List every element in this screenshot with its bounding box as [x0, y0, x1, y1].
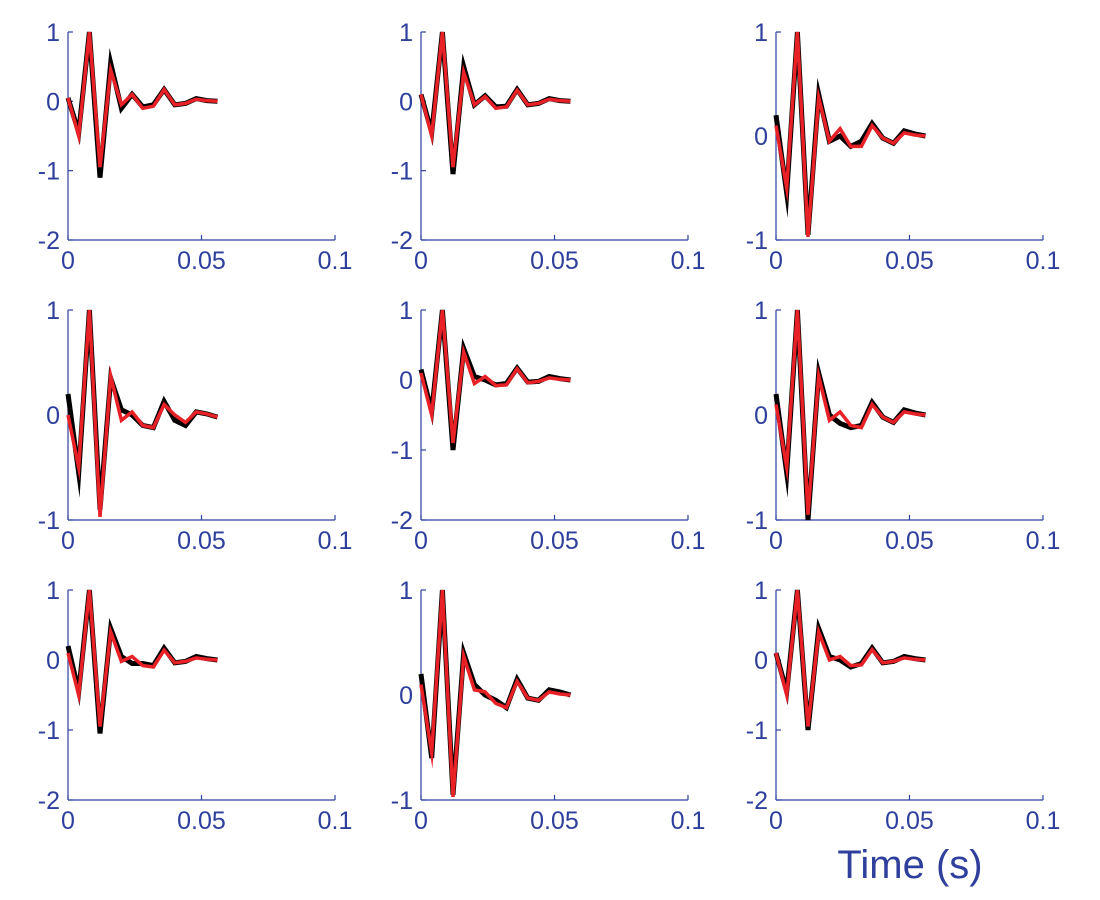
x-tick-label: 0 — [414, 247, 428, 275]
y-tick-label: -2 — [38, 787, 60, 815]
y-tick-label: 0 — [46, 647, 60, 675]
x-tick-label: 0.05 — [177, 527, 226, 555]
y-tick-label: 1 — [399, 19, 413, 47]
panel-row1-col2: 0 0.05 0.1 -2 -1 0 1 — [391, 19, 706, 275]
x-tick-label: 0.05 — [177, 807, 226, 835]
y-tick-label: 1 — [46, 577, 60, 605]
y-tick-label: 1 — [46, 19, 60, 47]
y-tick-label: -1 — [746, 227, 768, 255]
panel-row3-col3: 0 0.05 0.1 -2 -1 0 1 — [746, 577, 1061, 835]
y-tick-label: 1 — [399, 577, 413, 605]
x-tick-label: 0 — [769, 807, 783, 835]
series-line-red — [419, 309, 571, 444]
x-tick-label: 0.05 — [885, 527, 934, 555]
y-tick-label: 0 — [46, 88, 60, 116]
series-line-red — [66, 31, 218, 168]
y-tick-label: 1 — [754, 19, 768, 47]
panel-row1-col3: 0 0.05 0.1-101 — [746, 19, 1061, 275]
panel-row2-col1: 0 0.05 0.1-101 — [38, 297, 353, 555]
series-line-red — [774, 309, 926, 515]
y-tick-label: -1 — [391, 158, 413, 186]
panel-row3-col2: 0 0.05 0.1-101 — [391, 577, 706, 835]
panel-row1-col1: 0 0.05 0.1 -2 -1 0 1 — [38, 19, 353, 275]
panel-row2-col3: 0 0.05 0.1-101 — [746, 297, 1061, 555]
y-tick-label: -1 — [746, 717, 768, 745]
y-tick-label: -1 — [38, 507, 60, 535]
x-tick-label: 0.05 — [177, 247, 226, 275]
x-tick-label: 0.1 — [671, 807, 706, 835]
x-tick-label: 0 — [61, 527, 75, 555]
x-tick-label: 0 — [414, 527, 428, 555]
y-tick-label: -1 — [746, 507, 768, 535]
y-tick-label: -1 — [391, 787, 413, 815]
y-tick-label: 0 — [399, 682, 413, 710]
y-tick-label: -2 — [391, 227, 413, 255]
x-tick-label: 0.1 — [1026, 247, 1061, 275]
x-tick-label: 0.05 — [530, 527, 579, 555]
y-tick-label: 0 — [399, 88, 413, 116]
y-tick-label: 0 — [46, 402, 60, 430]
x-tick-label: 0.1 — [1026, 527, 1061, 555]
y-tick-label: -1 — [38, 158, 60, 186]
y-tick-label: -2 — [746, 787, 768, 815]
y-tick-label: -1 — [38, 717, 60, 745]
y-tick-label: 0 — [754, 123, 768, 151]
series-line-red — [419, 589, 571, 798]
y-tick-label: 1 — [46, 297, 60, 325]
x-tick-label: 0.1 — [671, 247, 706, 275]
series-line-red — [419, 31, 571, 168]
panel-row3-col1: 0 0.05 0.1 -2 -1 0 1 — [38, 577, 353, 835]
y-tick-label: 0 — [399, 367, 413, 395]
x-tick-label: 0 — [414, 807, 428, 835]
x-tick-label: 0 — [61, 807, 75, 835]
y-tick-label: -2 — [38, 227, 60, 255]
panel-row2-col2: 0 0.05 0.1 -2 -1 0 1 — [391, 297, 706, 555]
x-tick-label: 0 — [769, 247, 783, 275]
x-tick-label: 0.1 — [1026, 807, 1061, 835]
x-tick-label: 0.1 — [318, 247, 353, 275]
x-tick-label: 0.05 — [885, 807, 934, 835]
series-line-red — [774, 31, 926, 238]
y-tick-label: -2 — [391, 507, 413, 535]
y-tick-label: 1 — [754, 577, 768, 605]
x-tick-label: 0.1 — [318, 807, 353, 835]
series-line-red — [66, 589, 218, 727]
x-tick-label: 0.1 — [671, 527, 706, 555]
x-tick-label: 0 — [769, 527, 783, 555]
x-tick-label: 0 — [61, 247, 75, 275]
x-tick-label: 0.1 — [318, 527, 353, 555]
series-line-red — [774, 589, 926, 727]
x-axis-label: Time (s) — [837, 843, 982, 887]
y-tick-label: 1 — [399, 297, 413, 325]
x-tick-label: 0.05 — [530, 247, 579, 275]
y-tick-label: 0 — [754, 647, 768, 675]
y-tick-label: 1 — [754, 297, 768, 325]
series-line-red — [66, 309, 219, 518]
y-tick-label: 0 — [754, 402, 768, 430]
y-tick-label: -1 — [391, 437, 413, 465]
x-tick-label: 0.05 — [885, 247, 934, 275]
x-tick-label: 0.05 — [530, 807, 579, 835]
